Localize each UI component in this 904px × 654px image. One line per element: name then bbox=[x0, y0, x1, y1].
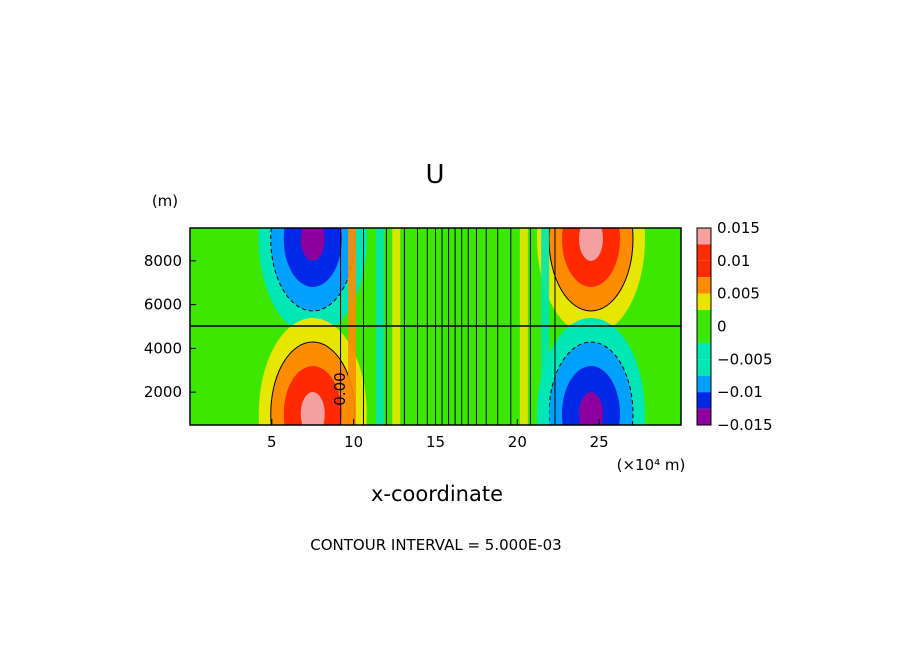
colorbar-tick-label: −0.005 bbox=[717, 350, 773, 368]
colorbar-segment bbox=[697, 260, 711, 278]
x-axis-label: x-coordinate bbox=[371, 482, 503, 506]
x-tick-label: 5 bbox=[267, 433, 277, 451]
colorbar-segment bbox=[697, 310, 711, 327]
x-tick-label: 25 bbox=[590, 433, 609, 451]
colorbar-segment bbox=[697, 408, 711, 425]
y-axis: 2000 4000 6000 8000 bbox=[144, 252, 196, 401]
upper-right-positive-cell bbox=[536, 228, 645, 335]
lower-right-negative-cell-band bbox=[578, 392, 603, 425]
y-tick-label: 6000 bbox=[144, 296, 182, 314]
lower-right-negative-cell-contour bbox=[548, 341, 634, 425]
colorbar-tick-label: 0.01 bbox=[717, 252, 750, 270]
colorbar-segment bbox=[697, 392, 711, 409]
lower-left-positive-cell bbox=[258, 318, 367, 425]
colorbar-segment bbox=[697, 244, 711, 261]
upper-left-negative-cell-band bbox=[300, 228, 325, 261]
colorbar-tick-label: −0.01 bbox=[717, 383, 763, 401]
contour-cells bbox=[258, 228, 645, 425]
colorbar-frame bbox=[696, 227, 712, 426]
y-units-label: (m) bbox=[152, 192, 178, 210]
chart-title: U bbox=[425, 160, 444, 190]
plot-area bbox=[190, 228, 681, 425]
y-tick-label: 4000 bbox=[144, 339, 182, 357]
y-tick-label: 2000 bbox=[144, 383, 182, 401]
colorbar-segment bbox=[697, 326, 711, 343]
colorbar-segment bbox=[697, 293, 711, 311]
lower-right-negative-cell bbox=[536, 318, 645, 425]
x-tick-label: 20 bbox=[508, 433, 527, 451]
x-tick-label: 10 bbox=[344, 433, 363, 451]
colorbar-segment bbox=[697, 375, 711, 393]
upper-right-positive-cell-band bbox=[578, 228, 603, 261]
colorbar: 0.015 0.01 0.005 0 −0.005 −0.01 −0.015 bbox=[696, 219, 773, 434]
colorbar-tick-label: 0.005 bbox=[717, 285, 760, 303]
colorbar-tick-label: 0.015 bbox=[717, 219, 760, 237]
colorbar-tick-label: −0.015 bbox=[717, 416, 773, 434]
colorbar-segment bbox=[697, 277, 711, 294]
colorbar-segment bbox=[697, 359, 711, 376]
x-units-label: (×10⁴ m) bbox=[617, 456, 686, 474]
lower-left-positive-cell-band bbox=[300, 392, 325, 425]
x-tick-label: 15 bbox=[426, 433, 445, 451]
colorbar-tick-label: 0 bbox=[717, 318, 727, 336]
contour-interval-note: CONTOUR INTERVAL = 5.000E-03 bbox=[310, 536, 561, 554]
colorbar-segment bbox=[697, 342, 711, 360]
colorbar-segment bbox=[697, 228, 711, 245]
y-tick-label: 8000 bbox=[144, 252, 182, 270]
x-axis: 5 10 15 20 25 bbox=[267, 419, 609, 451]
contour-label: 0.00 bbox=[331, 372, 349, 405]
upper-left-negative-cell bbox=[258, 228, 367, 335]
